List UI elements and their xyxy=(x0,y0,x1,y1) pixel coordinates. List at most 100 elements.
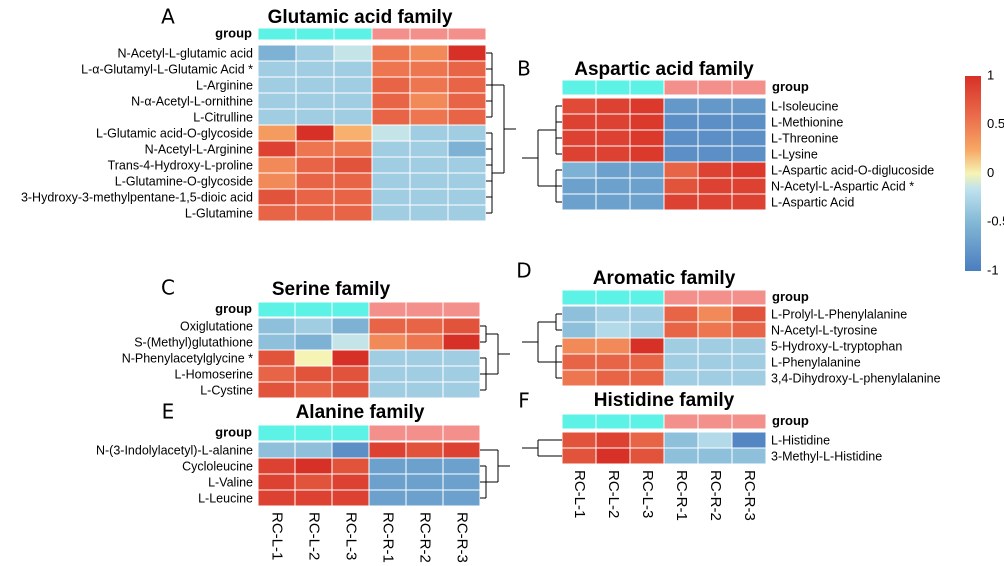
heatmap-cell xyxy=(409,140,449,158)
group-cell xyxy=(442,424,481,442)
heatmap-cell xyxy=(629,431,665,449)
heatmap-cell xyxy=(257,317,296,335)
heatmap-cell xyxy=(333,124,373,142)
panel-letter: A xyxy=(161,5,175,29)
heatmap-cell xyxy=(697,97,733,115)
group-cell xyxy=(333,27,373,41)
heatmap-cell xyxy=(663,447,699,465)
heatmap-cell xyxy=(257,457,296,475)
heatmap-cell xyxy=(295,60,335,78)
heatmap-cell xyxy=(629,369,665,387)
heatmap-cell xyxy=(561,305,597,323)
heatmap-cell xyxy=(294,489,333,507)
color-legend: 1 0.5 0 -0.5 -1 xyxy=(965,67,1004,277)
heatmap-cell xyxy=(663,353,699,371)
heatmap-cell xyxy=(697,431,733,449)
heatmap-cell xyxy=(697,113,733,131)
row-label: L-α-Glutamyl-L-Glutamic Acid * xyxy=(81,62,253,76)
heatmap-cell xyxy=(294,473,333,491)
heatmap-cell xyxy=(663,97,699,115)
heatmap-cell xyxy=(405,473,444,491)
heatmap-cell xyxy=(447,188,487,206)
row-label: L-Glutamine xyxy=(185,206,253,220)
heatmap-cell xyxy=(697,337,733,355)
column-label: RC-R-2 xyxy=(417,512,434,563)
heatmap-cell xyxy=(561,177,597,195)
heatmap-cell xyxy=(405,365,444,383)
group-cell xyxy=(368,424,407,442)
row-label: Cycloleucine xyxy=(182,459,253,473)
heatmap-cell xyxy=(368,473,407,491)
column-label: RC-R-1 xyxy=(380,512,397,563)
column-label: RC-L-2 xyxy=(306,512,323,560)
row-label: L-Phenylalanine xyxy=(771,355,861,369)
heatmap-cell xyxy=(561,145,597,163)
group-cell xyxy=(629,413,665,430)
heatmap-cell xyxy=(561,193,597,211)
heatmap-cell xyxy=(294,441,333,459)
legend-tick-label: -1 xyxy=(987,262,999,277)
heatmap-cell xyxy=(663,129,699,147)
row-label: L-Histidine xyxy=(771,433,830,447)
heatmap-cell xyxy=(447,44,487,62)
group-cell xyxy=(295,27,335,41)
heatmap-cell xyxy=(409,76,449,94)
heatmap-cell xyxy=(371,172,411,190)
heatmap-cell xyxy=(595,431,631,449)
panel-letter: E xyxy=(162,400,175,424)
group-cell xyxy=(561,79,597,96)
row-dendrogram xyxy=(522,439,562,457)
heatmap-cell xyxy=(561,337,597,355)
group-cell xyxy=(731,413,767,430)
heatmap-cell xyxy=(257,60,297,78)
heatmap-cell xyxy=(731,161,767,179)
group-cell xyxy=(257,27,297,41)
row-label: L-Cystine xyxy=(200,383,253,397)
row-label: 5-Hydroxy-L-tryptophan xyxy=(771,339,902,353)
heatmap-cell xyxy=(257,381,296,399)
heatmap-cell xyxy=(663,431,699,449)
row-label: N-(3-Indolylacetyl)-L-alanine xyxy=(96,443,253,457)
row-label: 3,4-Dihydroxy-L-phenylalanine xyxy=(771,371,941,385)
heatmap-cell xyxy=(294,333,333,351)
heatmap-cell xyxy=(595,113,631,131)
heatmap-cell xyxy=(442,317,481,335)
group-label: group xyxy=(215,301,252,316)
column-label: RC-R-3 xyxy=(741,470,758,521)
heatmap-cell xyxy=(629,177,665,195)
heatmap-cell xyxy=(333,76,373,94)
heatmap-cell xyxy=(561,431,597,449)
heatmap-cell xyxy=(409,188,449,206)
heatmap-cell xyxy=(663,305,699,323)
heatmap-cell xyxy=(595,161,631,179)
heatmap-cell xyxy=(663,369,699,387)
group-cell xyxy=(371,27,411,41)
heatmap-cell xyxy=(663,337,699,355)
row-label: 3-Hydroxy-3-methylpentane-1,5-dioic acid xyxy=(21,190,253,204)
heatmap-cell xyxy=(595,177,631,195)
heatmap-cell xyxy=(697,161,733,179)
heatmap-cell xyxy=(442,489,481,507)
panel-title: Serine family xyxy=(272,279,391,300)
row-dendrogram xyxy=(522,105,562,203)
heatmap-cell xyxy=(368,349,407,367)
legend-tick-label: 0 xyxy=(987,165,994,180)
row-label: L-Aspartic acid-O-diglucoside xyxy=(771,163,934,177)
heatmap-cell xyxy=(295,204,335,222)
heatmap-cell xyxy=(442,457,481,475)
heatmap-cell xyxy=(629,145,665,163)
heatmap-cell xyxy=(561,97,597,115)
row-label: N-Acetyl-L-Arginine xyxy=(145,142,253,156)
heatmap-cell xyxy=(595,305,631,323)
heatmap-panel-d: D Aromatic family group L-Prolyl-L-Phenylal… xyxy=(516,259,941,387)
panel-letter: B xyxy=(517,57,531,81)
heatmap-cell xyxy=(561,161,597,179)
heatmap-cell xyxy=(257,156,297,174)
panel-title: Glutamic acid family xyxy=(268,7,453,28)
group-cell xyxy=(561,289,597,306)
group-label: group xyxy=(772,79,809,94)
legend-tick-label: 1 xyxy=(987,67,994,82)
panel-title: Aromatic family xyxy=(593,268,736,289)
heatmap-cell xyxy=(561,369,597,387)
heatmap-cell xyxy=(331,349,370,367)
